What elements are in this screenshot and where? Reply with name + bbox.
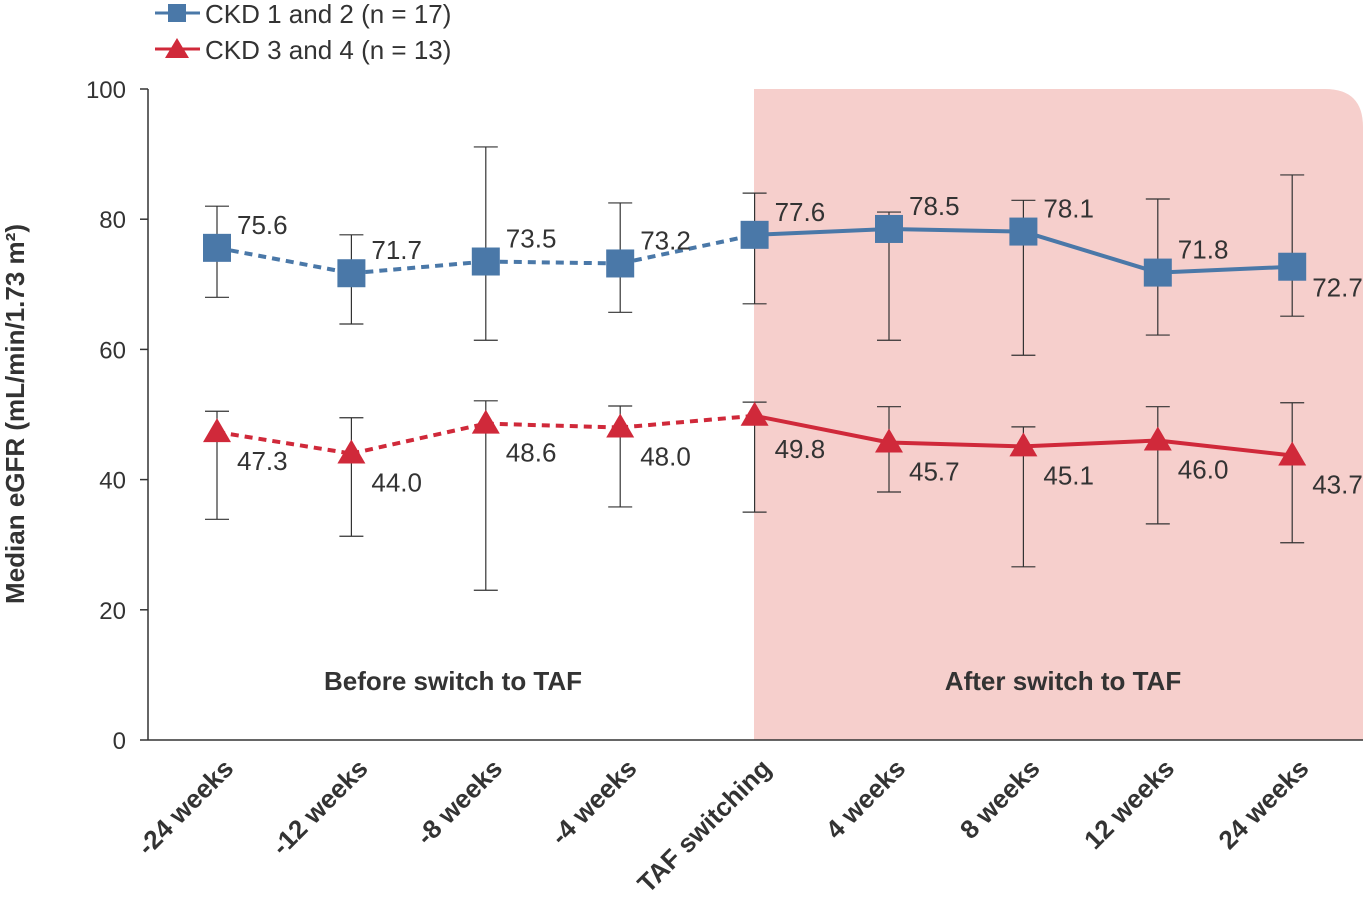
y-tick-label: 80 — [99, 207, 126, 234]
series-line-segment — [350, 421, 487, 456]
x-tick-label: -4 weeks — [545, 753, 643, 851]
x-tick-label: 8 weeks — [954, 753, 1046, 845]
x-tick-label: 4 weeks — [819, 753, 911, 845]
after-switch-region — [754, 89, 1363, 740]
y-axis-label: Median eGFR (mL/min/1.73 m²) — [0, 224, 30, 604]
data-label: 71.8 — [1178, 235, 1229, 265]
data-point-triangle — [1278, 441, 1307, 466]
data-label: 48.0 — [640, 442, 691, 472]
data-point-triangle — [740, 401, 769, 426]
series-line-segment — [888, 226, 1024, 234]
data-point-square — [1143, 258, 1172, 287]
y-tick-label: 40 — [99, 468, 126, 495]
data-point-triangle — [875, 428, 903, 453]
legend-series-2: CKD 3 and 4 (n = 13) — [205, 35, 451, 65]
series-line-segment — [620, 413, 755, 430]
series-line-segment — [485, 259, 621, 266]
data-label: 45.7 — [909, 456, 960, 486]
x-tick-label: 24 weeks — [1212, 753, 1314, 855]
data-point-triangle — [1143, 426, 1172, 451]
series-line-segment — [1157, 438, 1293, 458]
data-label: 77.6 — [775, 197, 826, 227]
data-label: 72.7 — [1312, 273, 1363, 303]
data-point-triangle — [1009, 432, 1038, 457]
x-tick-label: -8 weeks — [410, 753, 508, 851]
data-point-square — [875, 214, 903, 243]
data-label: 75.6 — [237, 210, 288, 240]
legend-triangle-icon — [165, 38, 189, 58]
y-tick-label: 60 — [99, 337, 126, 364]
data-label: 45.1 — [1043, 460, 1094, 490]
x-tick-label: -12 weeks — [266, 753, 374, 861]
data-label: 47.3 — [237, 446, 288, 476]
data-label: 73.2 — [640, 225, 691, 255]
data-label: 48.6 — [506, 438, 557, 468]
series-line-segment — [485, 421, 621, 430]
series-line-segment — [619, 232, 756, 266]
data-point-square — [1009, 217, 1038, 246]
y-tick-label: 20 — [99, 598, 126, 625]
after-region-label: After switch to TAF — [945, 666, 1181, 696]
series-line-segment — [216, 430, 352, 456]
data-label: 44.0 — [371, 468, 422, 498]
series-line-segment — [754, 413, 890, 445]
data-label: 46.0 — [1178, 455, 1229, 485]
data-point-triangle — [606, 413, 635, 438]
data-point-square — [203, 233, 231, 262]
data-point-square — [740, 220, 769, 249]
series-line-segment — [754, 226, 890, 237]
data-label: 43.7 — [1312, 470, 1363, 500]
series-line-segment — [888, 440, 1024, 449]
y-tick-label: 0 — [113, 728, 126, 755]
data-point-triangle — [337, 439, 366, 464]
data-point-square — [606, 249, 635, 278]
legend-square-icon — [168, 4, 186, 22]
data-label: 78.1 — [1043, 194, 1094, 224]
x-tick-label: 12 weeks — [1078, 753, 1180, 855]
x-tick-label: -24 weeks — [131, 753, 239, 861]
data-point-square — [1278, 252, 1307, 281]
data-point-triangle — [471, 409, 500, 434]
legend: CKD 1 and 2 (n = 17) CKD 3 and 4 (n = 13… — [155, 0, 451, 65]
y-tick-label: 100 — [86, 77, 126, 104]
series-line-segment — [1023, 438, 1158, 449]
series-line-segment — [351, 259, 486, 276]
series-line-segment — [216, 245, 352, 276]
legend-series-1: CKD 1 and 2 (n = 17) — [205, 0, 451, 29]
x-tick-label: TAF switching — [631, 753, 776, 898]
data-point-square — [471, 247, 500, 276]
data-label: 71.7 — [371, 235, 422, 265]
data-point-square — [337, 259, 366, 288]
series-line-segment — [1157, 264, 1293, 275]
series-line-segment — [1022, 229, 1159, 275]
data-label: 78.5 — [909, 191, 960, 221]
data-point-triangle — [203, 418, 231, 443]
data-label: 49.8 — [775, 434, 826, 464]
before-region-label: Before switch to TAF — [324, 666, 582, 696]
data-label: 73.5 — [506, 224, 557, 254]
